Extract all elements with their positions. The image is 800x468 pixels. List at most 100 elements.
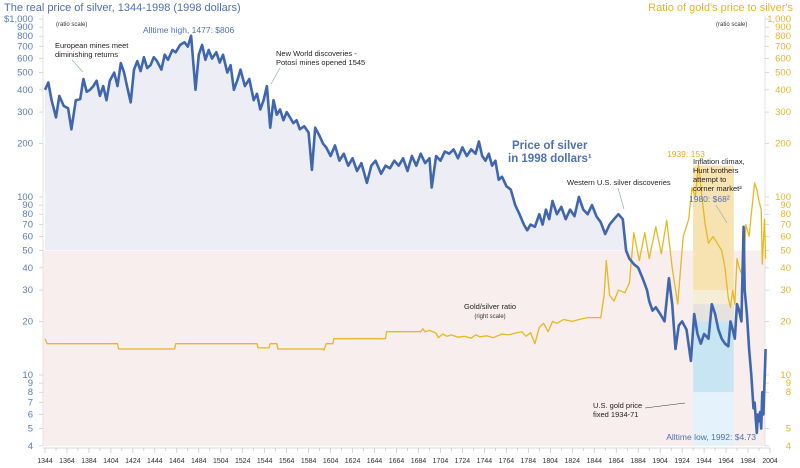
x-tick-label: 1544: [257, 458, 273, 465]
left-tick-label: 800: [17, 31, 33, 42]
leader-arrow: [644, 402, 686, 409]
x-tick-label: 1444: [147, 458, 163, 465]
shaded-band-segment: [693, 392, 734, 446]
lower-background: [43, 250, 765, 446]
left-scale-note: (ratio scale): [56, 22, 87, 28]
right-tick-label: 600: [775, 53, 791, 64]
left-tick-label: 60: [22, 231, 33, 242]
x-tick-label: 1924: [674, 458, 690, 465]
left-axis-title: The real price of silver, 1344-1998 (199…: [4, 2, 241, 14]
x-tick-label: 1604: [323, 458, 339, 465]
x-tick-label: 1884: [630, 458, 646, 465]
axes: $1,0009008007006005004003002001009080706…: [4, 14, 791, 465]
annotation-new-world-2: Potosí mines opened 1545: [276, 58, 365, 67]
x-tick-label: 1584: [301, 458, 317, 465]
right-tick-label: 40: [780, 263, 791, 274]
right-tick-label: 1,000: [767, 14, 791, 25]
x-tick-label: 1844: [586, 458, 602, 465]
right-tick-label: 50: [780, 246, 791, 257]
x-tick-label: 1624: [345, 458, 361, 465]
annotation-1980-spike: 1980: $68²: [689, 194, 730, 204]
left-tick-label: 100: [17, 192, 33, 203]
x-tick-label: 1664: [389, 458, 405, 465]
x-tick-label: 1344: [37, 458, 53, 465]
right-tick-label: 5: [786, 424, 791, 435]
annotation-hunt-brothers: Inflation climax,: [693, 157, 745, 166]
left-tick-label: 40: [22, 263, 33, 274]
x-tick-label: 2004: [762, 458, 778, 465]
series-lines: [43, 34, 767, 435]
x-tick-label: 1704: [433, 458, 449, 465]
silver-price-line: [43, 34, 767, 435]
x-tick-label: 1984: [740, 458, 756, 465]
x-tick-label: 1524: [235, 458, 251, 465]
x-tick-label: 1424: [125, 458, 141, 465]
x-tick-label: 1644: [367, 458, 383, 465]
left-tick-label: 90: [22, 200, 33, 211]
x-tick-label: 1804: [543, 458, 559, 465]
annotation-alltime-high: Alltime high, 1477: $806: [143, 25, 234, 35]
left-tick-label: 30: [22, 285, 33, 296]
right-tick-label: 20: [780, 316, 791, 327]
annotation-silver-series-label: Price of silver: [512, 140, 588, 152]
left-tick-label: 700: [17, 42, 33, 53]
annotation-hunt-brothers-4: corner market²: [693, 184, 742, 193]
right-tick-label: 300: [775, 107, 791, 118]
left-tick-label: 6: [28, 409, 33, 420]
annotation-gold-fixed: U.S. gold price: [593, 401, 642, 410]
x-tick-label: 1504: [213, 458, 229, 465]
leader-line: [71, 59, 84, 73]
x-tick-label: 1464: [169, 458, 185, 465]
right-tick-label: 90: [780, 200, 791, 211]
annotations: Alltime high, 1477: $806 European mines …: [55, 25, 756, 442]
leader-line: [617, 187, 625, 210]
shaded-band-segment: [693, 321, 734, 393]
left-tick-label: 10: [22, 370, 33, 381]
x-tick-label: 1744: [477, 458, 493, 465]
left-tick-label: 70: [22, 220, 33, 231]
x-tick-label: 1364: [59, 458, 75, 465]
left-tick-label: 7: [28, 398, 33, 409]
plot-background: [43, 35, 765, 446]
annotation-hunt-brothers-3: attempt to: [693, 175, 726, 184]
right-tick-label: 800: [775, 31, 791, 42]
annotation-alltime-low: Alltime low, 1992: $4.73: [666, 432, 756, 442]
right-tick-label: 9: [786, 378, 791, 389]
annotation-european-mines: European mines meet: [55, 41, 129, 50]
left-tick-label: 500: [17, 68, 33, 79]
right-tick-label: 900: [775, 22, 791, 33]
shaded-band-segment: [693, 290, 734, 305]
left-tick-label: 4: [28, 441, 33, 452]
leader-line: [270, 67, 281, 85]
x-tick-label: 1944: [696, 458, 712, 465]
annotation-western-discoveries: Western U.S. silver discoveries: [567, 178, 671, 187]
left-tick-label: 80: [22, 209, 33, 220]
right-tick-label: 100: [775, 192, 791, 203]
right-tick-label: 700: [775, 42, 791, 53]
x-tick-label: 1404: [103, 458, 119, 465]
left-tick-label: 200: [17, 138, 33, 149]
silver-area-fill: [45, 35, 745, 250]
x-tick-label: 1824: [564, 458, 580, 465]
right-tick-label: 200: [775, 138, 791, 149]
fixed-gold-price-band: [693, 165, 734, 446]
right-tick-label: 30: [780, 285, 791, 296]
annotation-gold-fixed-2: fixed 1934-71: [593, 410, 638, 419]
x-tick-label: 1784: [521, 458, 537, 465]
right-scale-note: (ratio scale): [716, 22, 747, 28]
right-tick-label: 4: [786, 441, 791, 452]
x-tick-label: 1384: [81, 458, 97, 465]
left-tick-label: $1,000: [4, 14, 33, 25]
annotation-1939-peak: 1939: 153: [667, 149, 705, 159]
left-tick-label: 5: [28, 424, 33, 435]
right-tick-label: 500: [775, 68, 791, 79]
left-tick-label: 400: [17, 85, 33, 96]
left-tick-label: 9: [28, 378, 33, 389]
x-tick-label: 1684: [411, 458, 427, 465]
leader-line: [715, 204, 728, 224]
right-tick-label: 70: [780, 220, 791, 231]
annotation-ratio-label-2: (right scale): [474, 314, 505, 320]
x-tick-label: 1764: [499, 458, 515, 465]
x-tick-label: 1724: [455, 458, 471, 465]
